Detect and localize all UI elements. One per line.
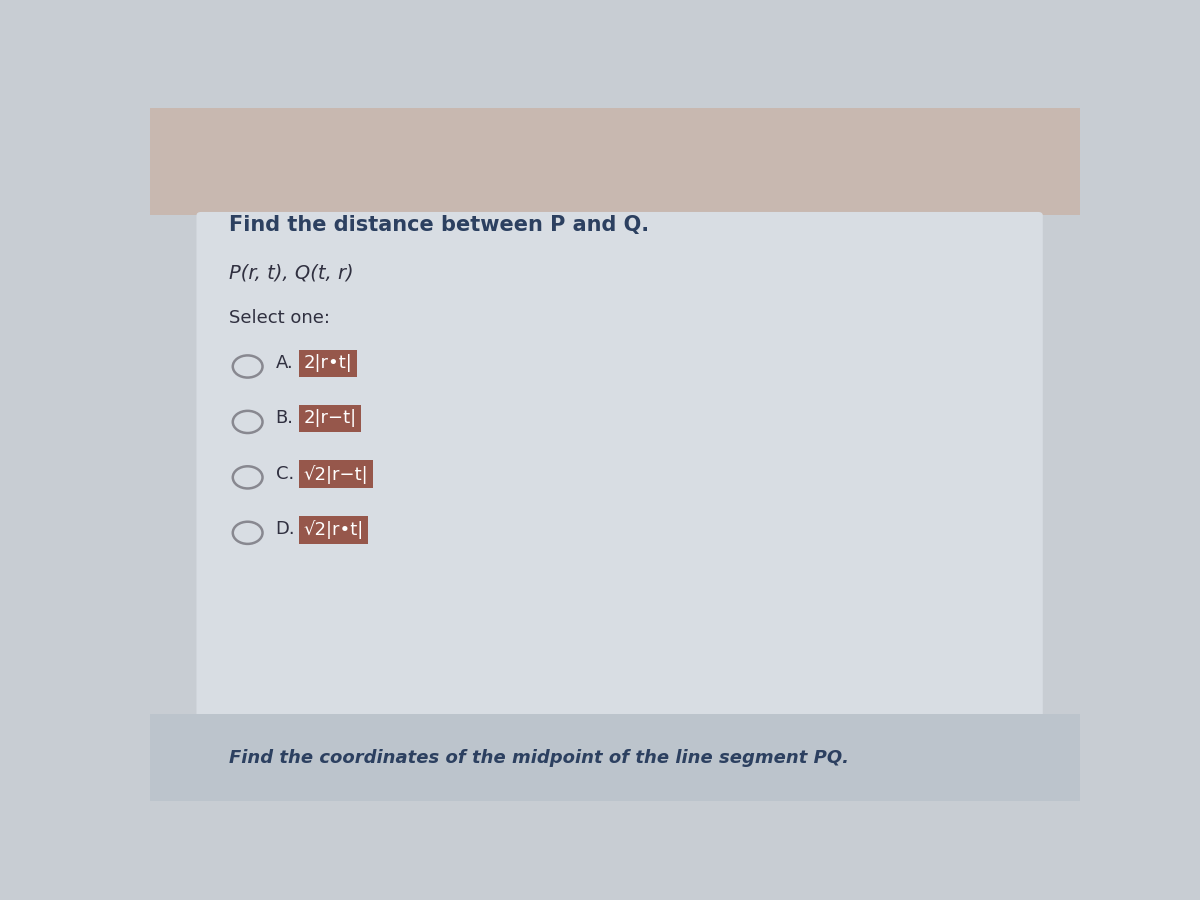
Text: A.: A. xyxy=(276,354,293,372)
Text: √2|r−t|: √2|r−t| xyxy=(304,465,368,483)
Text: C.: C. xyxy=(276,465,294,483)
Text: D.: D. xyxy=(276,520,295,538)
Text: B.: B. xyxy=(276,410,294,427)
Text: √2|r•t|: √2|r•t| xyxy=(304,520,364,539)
Text: Select one:: Select one: xyxy=(229,309,330,327)
FancyBboxPatch shape xyxy=(197,212,1043,718)
Text: Find the distance between P and Q.: Find the distance between P and Q. xyxy=(229,215,649,236)
Text: P(r, t), Q(t, r): P(r, t), Q(t, r) xyxy=(229,264,354,283)
Bar xyxy=(150,715,1080,801)
Bar xyxy=(150,108,1080,215)
Text: 2|r−t|: 2|r−t| xyxy=(304,410,356,427)
Text: Find the coordinates of the midpoint of the line segment PQ.: Find the coordinates of the midpoint of … xyxy=(229,749,850,767)
Text: 2|r•t|: 2|r•t| xyxy=(304,354,353,372)
